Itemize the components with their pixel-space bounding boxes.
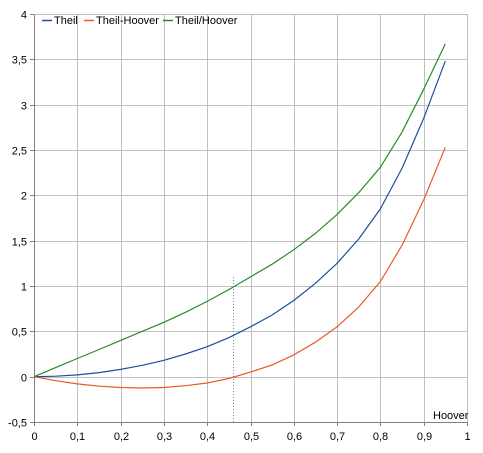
x-tick-label: 0,2 — [114, 431, 129, 443]
x-tick-label: 0,9 — [417, 431, 432, 443]
series-line-theil-hoover — [33, 43, 446, 378]
series-line-theil — [33, 60, 446, 378]
x-tick-label: 0,5 — [244, 431, 259, 443]
y-tick-label: 2 — [21, 191, 27, 203]
y-tick-label: 4 — [21, 10, 27, 22]
y-tick-label: 0,5 — [12, 327, 27, 339]
y-tick-label: 1,5 — [12, 237, 27, 249]
y-tick-label: 3,5 — [12, 55, 27, 67]
legend: Theil Theil-Hoover Theil/Hoover — [42, 15, 238, 27]
y-tick-label: 2,5 — [12, 146, 27, 158]
y-tick-label: 1 — [21, 282, 27, 294]
x-tick-label: 0,7 — [330, 431, 345, 443]
x-tick-label: 0 — [31, 431, 37, 443]
y-tick-label: 0 — [21, 373, 27, 385]
x-tick-label: 0,3 — [157, 431, 172, 443]
x-tick-label: 0,6 — [287, 431, 302, 443]
grid-lines — [34, 14, 468, 422]
x-axis-title: Hoover — [433, 410, 469, 422]
x-tick-label: 0,1 — [70, 431, 85, 443]
legend-label: Theil — [54, 15, 78, 27]
legend-label: Theil-Hoover — [96, 15, 159, 27]
series-line-theil-hoover — [33, 147, 446, 389]
tick-labels: 0 0,1 0,2 0,3 0,4 0,5 0,6 0,7 0,8 0,9 1 -0,5 0 0,5 1 1,… — [8, 10, 471, 444]
x-tick-label: 1 — [464, 431, 470, 443]
y-tick-label: 3 — [21, 101, 27, 113]
legend-label: Theil/Hoover — [175, 15, 238, 27]
series-lines — [33, 43, 446, 389]
x-tick-label: 0,4 — [200, 431, 215, 443]
y-tick-label: -0,5 — [8, 418, 27, 430]
axes — [30, 14, 468, 426]
x-tick-label: 0,8 — [373, 431, 388, 443]
